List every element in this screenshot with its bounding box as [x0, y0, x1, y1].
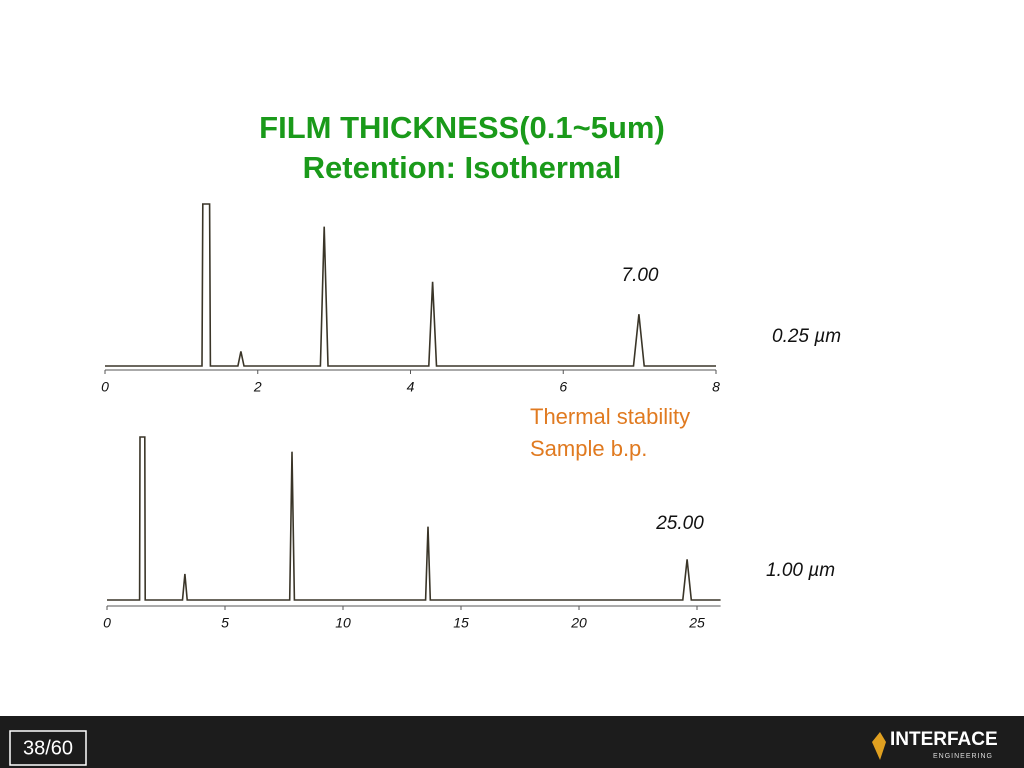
x-tick-label: 2 — [253, 379, 262, 395]
x-tick-label: 15 — [453, 615, 469, 631]
note-line: Thermal stability — [530, 404, 690, 429]
x-tick-label: 20 — [570, 615, 587, 631]
film-label: 0.25 µm — [772, 326, 841, 347]
x-tick-label: 4 — [407, 379, 415, 395]
peak-label: 25.00 — [655, 513, 704, 534]
note-line: Sample b.p. — [530, 436, 647, 461]
logo-sub: ENGINEERING — [933, 753, 993, 760]
title-line: Retention: Isothermal — [303, 150, 622, 185]
x-tick-label: 8 — [712, 379, 720, 395]
logo: INTERFACE — [890, 729, 998, 750]
page-box — [9, 730, 87, 766]
page-number: 38/60 — [23, 737, 73, 759]
x-tick-label: 0 — [103, 615, 111, 631]
x-tick-label: 5 — [221, 615, 229, 631]
x-tick-label: 10 — [335, 615, 351, 631]
footer-bar — [0, 716, 1024, 768]
peak-label: 7.00 — [622, 265, 659, 286]
x-tick-label: 6 — [559, 379, 567, 395]
x-tick-label: 0 — [101, 379, 109, 395]
chromatogram-trace — [105, 203, 716, 367]
title-line: FILM THICKNESS(0.1~5um) — [259, 110, 665, 145]
logo-icon — [872, 732, 886, 760]
x-tick-label: 25 — [688, 615, 705, 631]
chromatogram-trace — [107, 436, 721, 601]
film-label: 1.00 µm — [766, 560, 835, 581]
